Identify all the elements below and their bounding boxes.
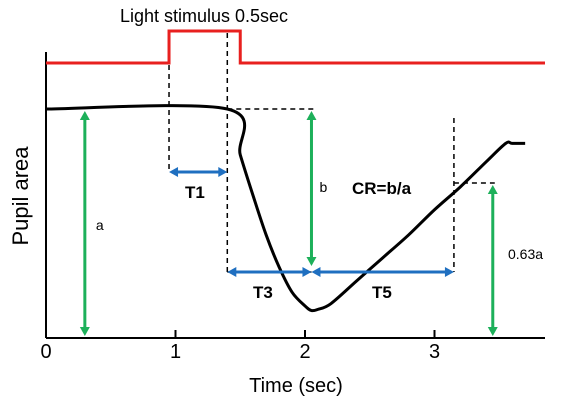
t3-label: T3: [253, 283, 273, 302]
stimulus-label: Light stimulus 0.5sec: [120, 6, 288, 26]
t3-arrow-head-left: [227, 267, 237, 277]
x-axis-label: Time (sec): [249, 375, 343, 397]
a-arrow-head-bottom: [79, 327, 90, 336]
t1-arrow-head-left: [169, 167, 179, 177]
t3-arrow-head-right: [302, 267, 312, 277]
x-tick-label-3: 3: [429, 341, 440, 363]
b-label: b: [319, 179, 327, 195]
pupil-response-line: [45, 104, 526, 313]
b-arrow-head-top: [306, 111, 317, 120]
t1-arrow-head-right: [218, 167, 228, 177]
a-label: a: [96, 217, 104, 233]
x-tick-label-2: 2: [299, 341, 310, 363]
stimulus-trace: [46, 29, 545, 65]
a-arrow-head-top: [79, 111, 90, 120]
a063-label: 0.63a: [508, 246, 543, 262]
x-tick-label-0: 0: [40, 341, 51, 363]
y-axis-label: Pupil area: [8, 146, 33, 246]
b-arrow-head-bottom: [306, 257, 317, 266]
cr-label: CR=b/a: [352, 179, 412, 198]
chart-plot-area: 0 1 2 3 Time (sec) Pupil area Light stimulus 0…: [8, 6, 545, 397]
t5-label: T5: [372, 283, 392, 302]
t5-arrow-head-left: [311, 267, 321, 277]
t1-label: T1: [185, 183, 205, 202]
x-tick-label-1: 1: [170, 341, 181, 363]
a063-arrow-head-top: [487, 185, 498, 194]
a063-arrow-head-bottom: [487, 327, 498, 336]
t5-arrow-head-right: [444, 267, 454, 277]
